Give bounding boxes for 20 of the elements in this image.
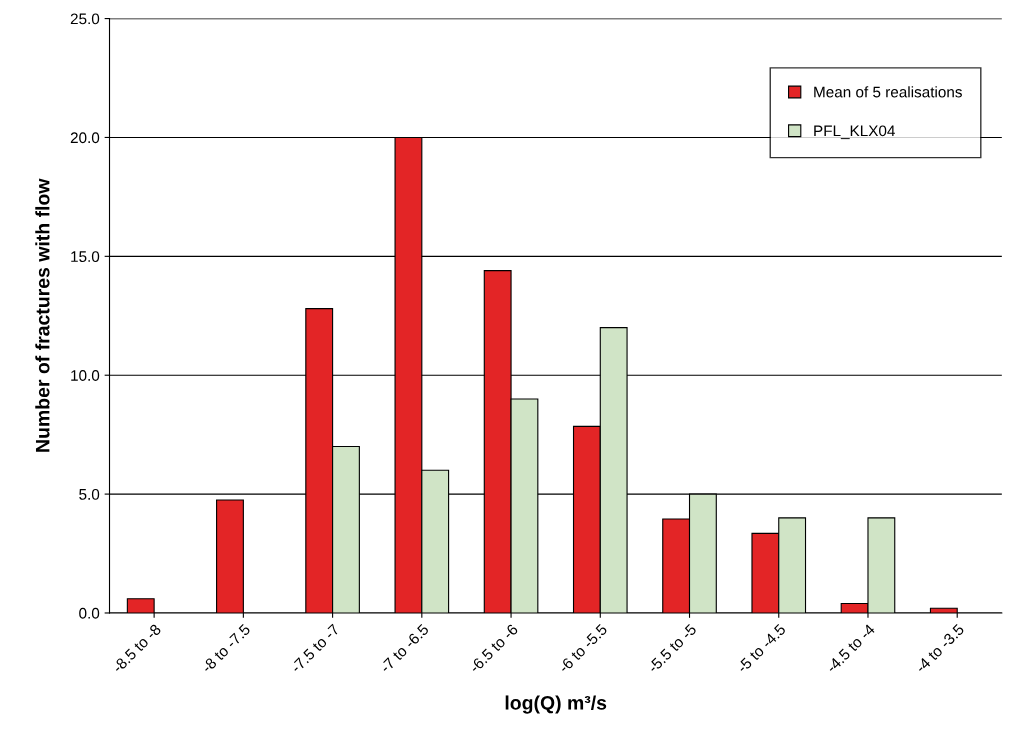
- x-tick-label: -7.5 to -7: [290, 623, 340, 674]
- y-tick-label: 25.0: [70, 13, 100, 25]
- y-axis-title: Number of fractures with flow: [35, 178, 50, 452]
- x-tick-label: -5.5 to -5: [647, 623, 698, 674]
- x-tick-label: -6.5 to -6: [468, 623, 519, 674]
- x-axis-title: log(Q) m³/s: [505, 695, 607, 714]
- y-tick-label: 20.0: [70, 132, 100, 144]
- x-tick-label: -6 to -5.5: [557, 623, 608, 674]
- y-tick-label: 10.0: [71, 370, 100, 381]
- x-tick-label: -4 to -3.5: [914, 623, 965, 674]
- x-tick-label: -5 to -4.5: [736, 623, 787, 674]
- y-tick-label: 5.0: [79, 488, 100, 500]
- x-tick-label: -4.5 to -4: [825, 623, 876, 674]
- y-tick-label: 15.0: [71, 251, 100, 263]
- x-tick-label: -8.5 to -8: [111, 623, 162, 674]
- y-tick-label: 0.0: [79, 607, 100, 619]
- legend-label: PFL_KLX04: [814, 125, 895, 140]
- legend-label: Mean of 5 realisations: [814, 86, 962, 98]
- x-tick-label: -7 to -6.5: [379, 623, 430, 674]
- x-tick-label: -8 to -7.5: [200, 623, 251, 674]
